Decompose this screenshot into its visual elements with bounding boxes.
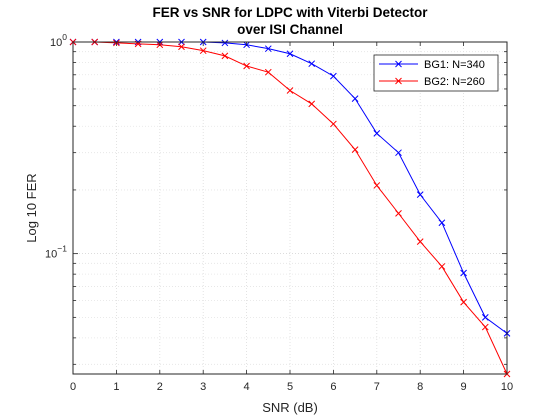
y-tick-exponent: −1 — [57, 244, 67, 254]
x-tick-label: 10 — [501, 381, 513, 393]
x-tick-label: 9 — [461, 381, 467, 393]
marker-stroke — [221, 39, 229, 47]
legend[interactable]: BG1: N=340 BG2: N=260 — [373, 54, 499, 92]
marker-stroke — [373, 130, 381, 137]
marker-stroke — [351, 95, 359, 102]
y-tick-base: 10 — [45, 249, 57, 261]
x-tick-label: 1 — [113, 381, 119, 393]
marker-stroke — [286, 87, 294, 94]
legend-entry-2: BG2: N=260 — [379, 76, 485, 88]
x-tick-label: 6 — [330, 381, 336, 393]
legend-entry-1: BG1: N=340 — [379, 59, 485, 71]
grid-lines — [72, 41, 508, 374]
marker-stroke — [330, 120, 337, 128]
data-point — [481, 323, 489, 331]
data-point — [221, 52, 229, 60]
x-tick-label: 2 — [157, 381, 163, 393]
marker-stroke — [264, 45, 272, 53]
x-tick-label: 7 — [374, 381, 380, 393]
marker-stroke — [286, 50, 294, 58]
legend-label: BG1: N=340 — [424, 59, 485, 71]
marker-stroke — [438, 263, 446, 270]
legend-marker — [395, 60, 402, 68]
marker-stroke — [221, 52, 229, 60]
marker-stroke — [308, 100, 316, 108]
data-point — [460, 269, 467, 277]
x-tick-label: 8 — [417, 381, 423, 393]
marker-stroke — [395, 149, 402, 157]
data-point — [243, 62, 250, 70]
marker-stroke — [416, 238, 424, 245]
data-point — [438, 263, 446, 270]
legend-label: BG2: N=260 — [424, 76, 485, 88]
x-tick-label: 0 — [70, 381, 76, 393]
marker-stroke — [330, 72, 337, 80]
data-point — [416, 191, 424, 199]
x-tick-label: 4 — [244, 381, 250, 393]
data-point — [330, 72, 337, 80]
data-point — [395, 210, 402, 217]
x-tick-labels: 0 1 2 3 4 5 6 7 8 9 10 — [70, 381, 513, 393]
marker-stroke — [481, 314, 489, 321]
legend-box — [373, 54, 499, 92]
marker-stroke — [351, 146, 359, 154]
x-tick-label: 5 — [287, 381, 293, 393]
data-point — [286, 50, 294, 58]
data-point — [308, 100, 316, 108]
legend-marker — [395, 77, 402, 85]
data-point — [416, 238, 424, 245]
data-point — [178, 43, 185, 51]
y-tick-base: 10 — [50, 37, 62, 49]
x-axis-label: SNR (dB) — [262, 400, 318, 415]
data-point — [286, 87, 294, 94]
y-tick-label: 10−1 — [45, 244, 67, 261]
axis-ticks — [72, 41, 508, 374]
data-point — [308, 60, 316, 68]
y-tick-exponent: 0 — [62, 32, 67, 42]
data-point — [221, 39, 229, 47]
chart-title-line1: FER vs SNR for LDPC with Viterbi Detecto… — [152, 5, 428, 20]
marker-stroke — [460, 298, 467, 306]
data-point — [373, 130, 381, 137]
data-point — [264, 68, 272, 76]
marker-stroke — [438, 219, 446, 227]
marker-stroke — [373, 182, 381, 189]
x-tick-label: 3 — [200, 381, 206, 393]
data-point — [330, 120, 337, 128]
marker-stroke — [264, 68, 272, 76]
data-point — [351, 146, 359, 154]
marker-stroke — [460, 269, 467, 277]
chart-title-line2: over ISI Channel — [237, 22, 343, 37]
data-point — [395, 149, 402, 157]
marker-stroke — [308, 60, 316, 68]
y-tick-label: 100 — [50, 32, 67, 49]
data-point — [373, 182, 381, 189]
data-point — [481, 314, 489, 321]
marker-stroke — [481, 323, 489, 331]
data-point — [351, 95, 359, 102]
marker-stroke — [199, 47, 207, 55]
marker-stroke — [395, 210, 402, 217]
data-point — [199, 47, 207, 55]
data-point — [438, 219, 446, 227]
marker-stroke — [416, 191, 424, 199]
marker-stroke — [243, 62, 250, 70]
marker-stroke — [178, 43, 185, 51]
data-point — [460, 298, 467, 306]
data-point — [264, 45, 272, 53]
y-axis-label: Log 10 FER — [24, 173, 39, 242]
